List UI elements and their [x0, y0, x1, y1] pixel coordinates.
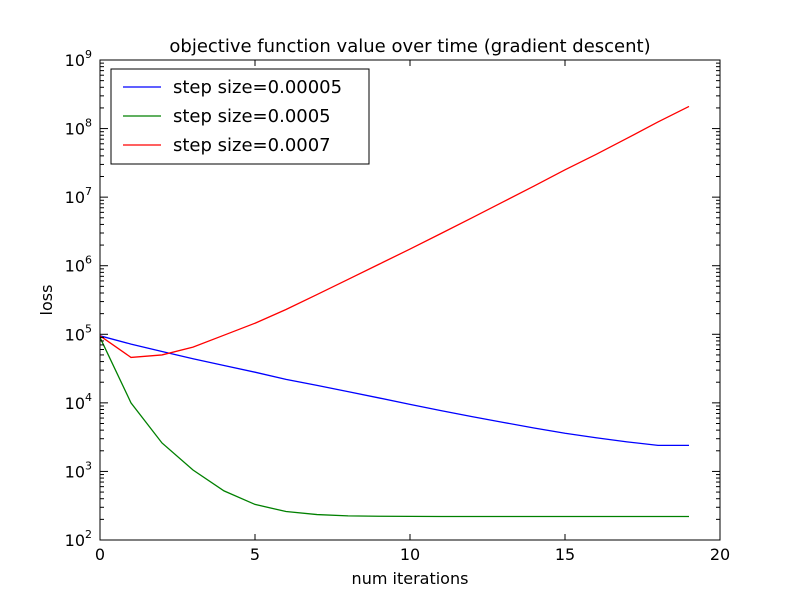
y-tick-base: 10: [65, 531, 85, 550]
x-tick-label: 10: [400, 545, 420, 564]
y-tick-exponent: 5: [85, 322, 92, 335]
x-tick-label: 5: [250, 545, 260, 564]
y-tick-label: 104: [65, 391, 92, 413]
y-tick-base: 10: [65, 257, 85, 276]
legend-label: step size=0.0005: [173, 106, 331, 127]
y-tick-label: 102: [65, 528, 92, 550]
series-line-1: [99, 335, 689, 447]
y-axis-label: loss: [37, 285, 56, 316]
y-tick-base: 10: [65, 120, 85, 139]
y-tick-base: 10: [65, 188, 85, 207]
chart-title: objective function value over time (grad…: [169, 36, 650, 57]
series-line-2: [99, 337, 689, 518]
legend-label: step size=0.00005: [173, 77, 342, 98]
y-tick-label: 109: [65, 48, 92, 70]
y-tick-exponent: 9: [85, 48, 92, 61]
y-tick-exponent: 3: [85, 459, 92, 472]
y-tick-exponent: 6: [85, 254, 92, 267]
y-tick-base: 10: [65, 462, 85, 481]
y-tick-label: 107: [65, 185, 92, 207]
y-tick-label: 108: [65, 117, 92, 139]
x-tick-label: 20: [710, 545, 730, 564]
y-tick-exponent: 2: [85, 528, 92, 541]
y-tick-label: 106: [65, 254, 92, 276]
y-tick-base: 10: [65, 394, 85, 413]
y-tick-exponent: 7: [85, 185, 92, 198]
legend: step size=0.00005 step size=0.0005 step si…: [110, 68, 370, 165]
y-tick-label: 103: [65, 459, 92, 481]
y-tick-exponent: 4: [85, 391, 92, 404]
y-tick-base: 10: [65, 51, 85, 70]
x-axis-label: num iterations: [352, 569, 469, 588]
x-tick-label: 0: [95, 545, 105, 564]
legend-label: step size=0.0007: [173, 135, 331, 156]
x-tick-label: 15: [555, 545, 575, 564]
y-tick-label: 105: [65, 322, 92, 344]
series-line-3: [99, 105, 690, 359]
y-tick-exponent: 8: [85, 117, 92, 130]
y-tick-base: 10: [65, 325, 85, 344]
